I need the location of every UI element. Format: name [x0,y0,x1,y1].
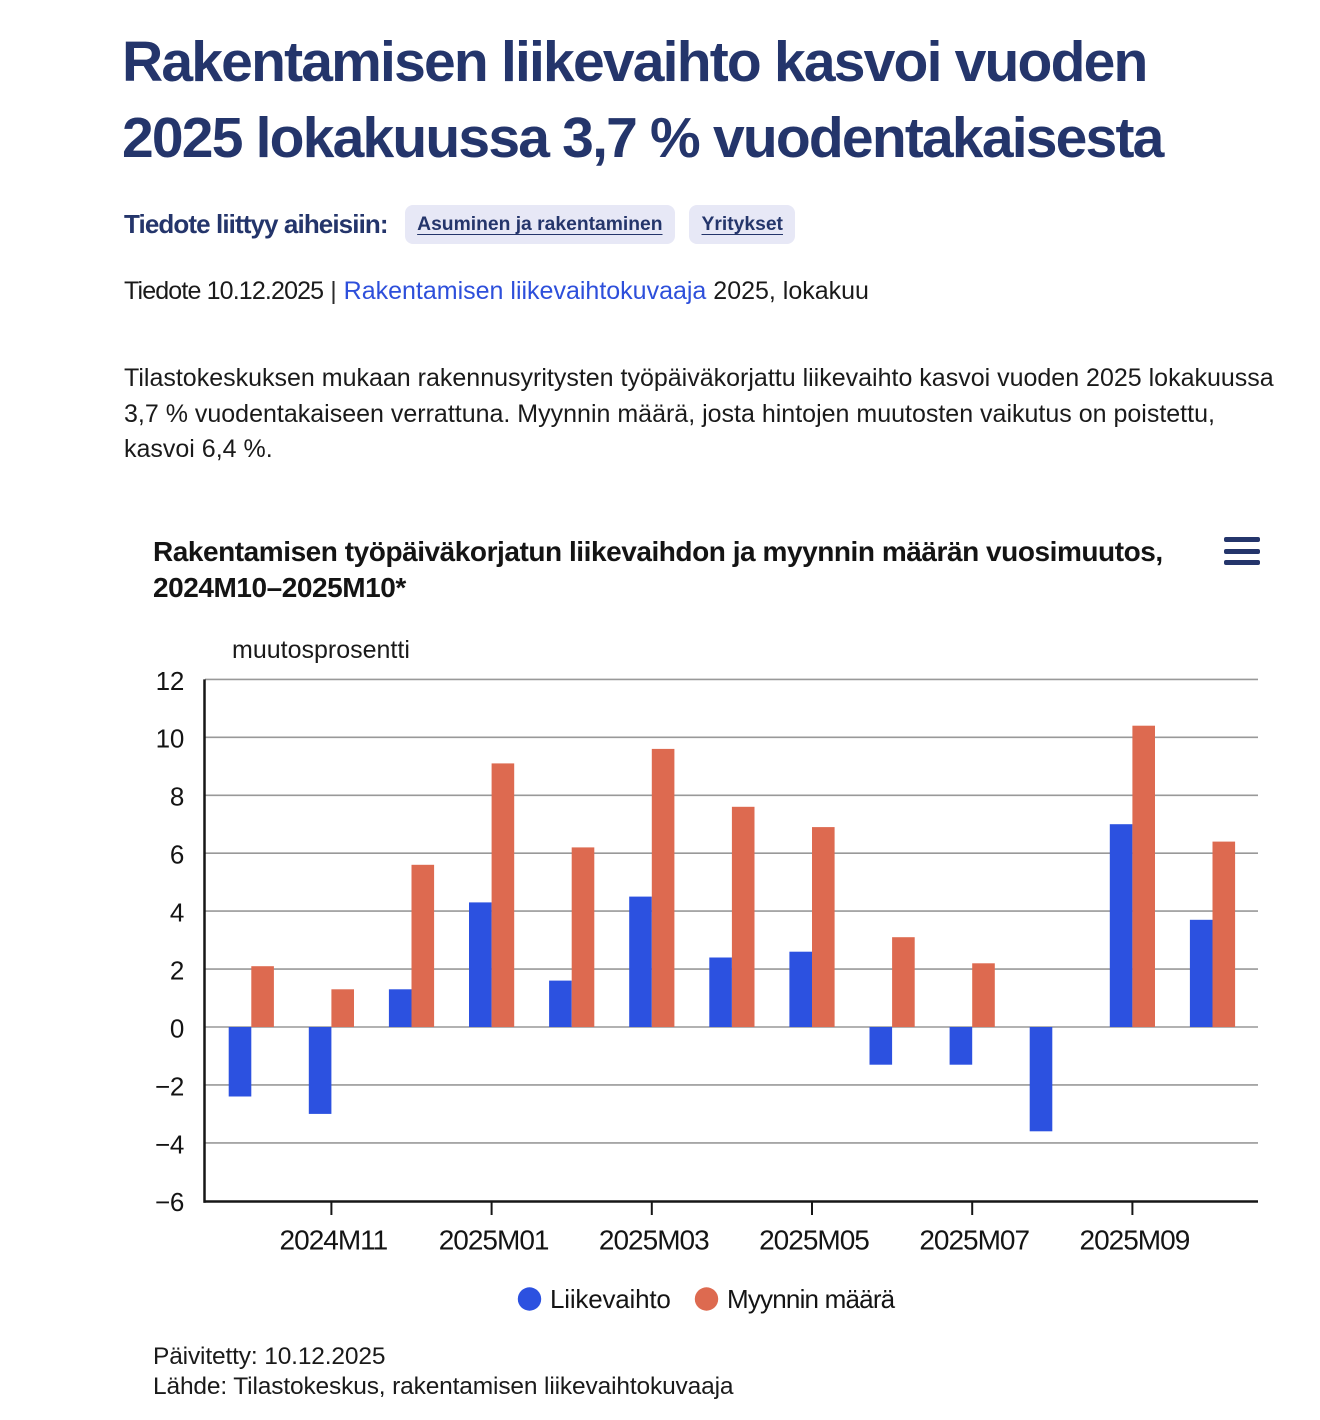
svg-text:2025M07: 2025M07 [919,1225,1029,1256]
svg-text:0: 0 [170,1013,184,1043]
svg-text:8: 8 [170,782,184,812]
svg-text:Myynnin määrä: Myynnin määrä [727,1284,896,1314]
svg-text:2024M11: 2024M11 [280,1225,388,1256]
svg-text:2025M05: 2025M05 [759,1225,869,1256]
svg-text:12: 12 [156,666,184,696]
svg-text:10: 10 [156,724,184,754]
svg-text:2025M01: 2025M01 [439,1225,549,1256]
svg-text:2: 2 [170,956,184,986]
svg-text:Liikevaihto: Liikevaihto [550,1284,671,1314]
svg-text:4: 4 [170,898,184,928]
svg-text:6: 6 [170,840,184,870]
svg-text:−4: −4 [155,1129,184,1159]
svg-text:2025M03: 2025M03 [599,1225,709,1256]
svg-text:−6: −6 [155,1187,184,1217]
svg-text:−2: −2 [155,1071,184,1101]
svg-text:2025M09: 2025M09 [1080,1225,1190,1256]
